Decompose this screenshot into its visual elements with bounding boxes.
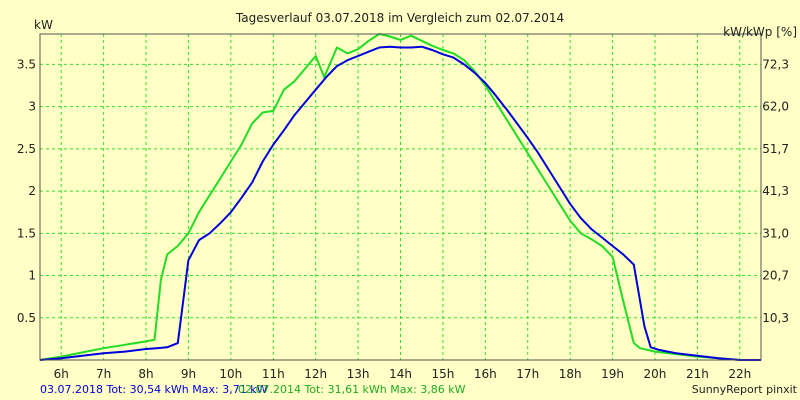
x-tick-label: 12h [304, 367, 327, 381]
y-tick-label-left: 1 [28, 269, 36, 283]
y-tick-label-left: 1.5 [17, 226, 36, 240]
chart-title: Tagesverlauf 03.07.2018 im Vergleich zum… [235, 11, 564, 25]
x-tick-label: 15h [431, 367, 454, 381]
x-tick-label: 22h [728, 367, 751, 381]
x-tick-label: 17h [516, 367, 539, 381]
x-tick-label: 13h [347, 367, 370, 381]
y-tick-label-right: 51,7 [762, 142, 789, 156]
x-tick-label: 16h [474, 367, 497, 381]
x-tick-label: 14h [389, 367, 412, 381]
x-tick-label: 11h [262, 367, 285, 381]
plot-frame [39, 33, 762, 361]
y-tick-label-left: 3 [28, 100, 36, 114]
footer-credit: SunnyReport pinxit [692, 383, 798, 396]
x-tick-label: 21h [686, 367, 709, 381]
y-axis-left-label: kW [34, 18, 53, 32]
x-tick-label: 7h [96, 367, 111, 381]
x-tick-label: 10h [219, 367, 242, 381]
y-tick-label-right: 31,0 [762, 226, 789, 240]
series-group [39, 33, 761, 361]
y-tick-label-right: 72,3 [762, 57, 789, 71]
legend-series-2018: 03.07.2018 Tot: 30,54 kWh Max: 3,71 kW [40, 383, 268, 396]
y-tick-label-right: 41,3 [762, 184, 789, 198]
legend-series-2014: 02.07.2014 Tot: 31,61 kWh Max: 3,86 kW [238, 383, 466, 396]
y-tick-label-right: 10,3 [762, 311, 789, 325]
y-tick-label-right: 20,7 [762, 269, 789, 283]
series-line-2018 [39, 45, 761, 361]
tick-labels: 6h 7h 8h 9h 10h 11h 12h 13h 14h 15h 16h 17h 18h 19h 20… [17, 57, 789, 381]
series-line-2014 [39, 33, 761, 361]
grid [40, 34, 761, 360]
x-tick-label: 6h [54, 367, 69, 381]
x-tick-label: 8h [138, 367, 153, 381]
x-tick-label: 9h [181, 367, 196, 381]
x-tick-label: 19h [601, 367, 624, 381]
y-tick-label-right: 62,0 [762, 100, 789, 114]
x-tick-label: 20h [644, 367, 667, 381]
y-axis-right-label: kW/kWp [%] [723, 25, 797, 39]
x-tick-label: 18h [559, 367, 582, 381]
y-tick-label-left: 2.5 [17, 142, 36, 156]
y-tick-label-left: 0.5 [17, 311, 36, 325]
y-tick-label-left: 2 [28, 184, 36, 198]
y-tick-label-left: 3.5 [17, 57, 36, 71]
